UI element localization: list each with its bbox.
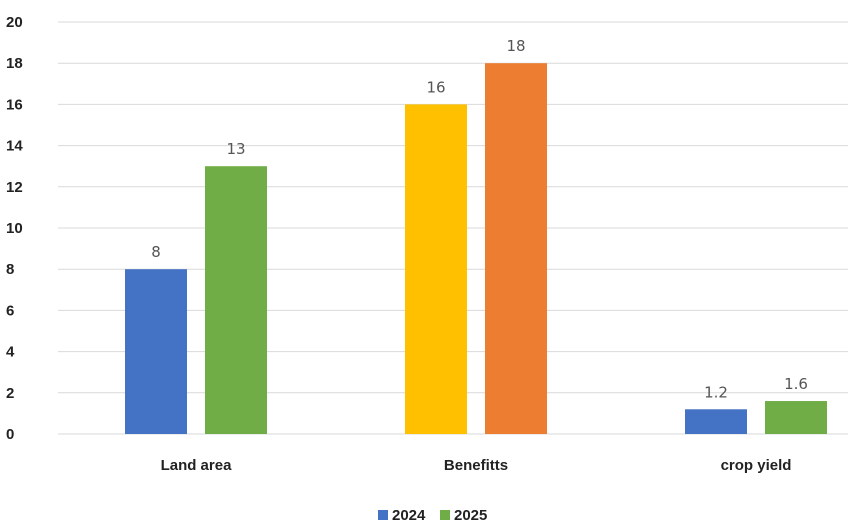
y-tick-label: 16 [6,96,23,113]
y-tick-label: 2 [6,385,14,402]
y-tick-label: 14 [6,138,23,155]
y-tick-label: 4 [6,344,15,361]
data-label: 18 [506,37,525,55]
x-axis-categories: Land area Benefitts crop yield [161,457,792,474]
x-category-label: Benefitts [444,457,508,474]
bar [125,269,187,434]
data-label: 1.2 [704,383,728,401]
data-labels: 8 13 16 18 1.2 1.6 [151,37,808,401]
bar [405,104,467,435]
y-tick-label: 20 [6,14,23,31]
bar [485,63,547,434]
data-label: 13 [226,140,245,158]
y-tick-label: 12 [6,179,23,196]
legend-label: 2025 [454,507,487,524]
bar [205,166,267,434]
y-tick-label: 18 [6,55,23,72]
y-tick-label: 8 [6,261,14,278]
y-tick-label: 0 [6,426,14,443]
bars [125,63,827,435]
bar [765,401,827,434]
bar [685,409,747,434]
legend-swatch [378,510,388,520]
x-category-label: crop yield [721,457,792,474]
legend-label: 2024 [392,507,426,524]
legend-swatch [440,510,450,520]
legend: 2024 2025 [378,507,487,524]
y-axis-ticks: 0 2 4 6 8 10 12 14 16 18 20 [6,14,23,443]
data-label: 1.6 [784,375,808,393]
data-label: 16 [426,78,445,96]
y-tick-label: 6 [6,302,14,319]
x-category-label: Land area [161,457,233,474]
data-label: 8 [151,243,161,261]
y-tick-label: 10 [6,220,23,237]
